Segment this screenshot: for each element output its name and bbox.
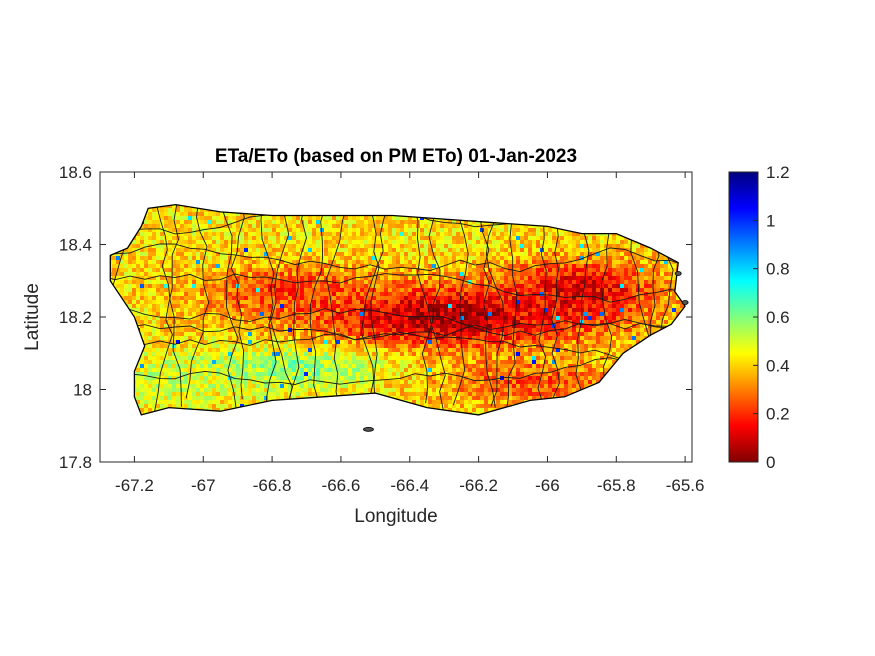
x-tick-label: -66 xyxy=(535,476,560,495)
island-coastline xyxy=(109,203,686,416)
chart-title: ETa/ETo (based on PM ETo) 01-Jan-2023 xyxy=(215,146,577,167)
colorbar-tick-label: 1 xyxy=(766,211,775,230)
colorbar-tick-label: 0 xyxy=(766,453,775,472)
x-tick-label: -66.4 xyxy=(390,476,429,495)
x-tick-label: -65.8 xyxy=(597,476,636,495)
y-axis-label: Latitude xyxy=(22,283,43,351)
x-tick-label: -66.6 xyxy=(322,476,361,495)
x-axis-label: Longitude xyxy=(354,506,437,527)
y-tick-label: 18.2 xyxy=(59,308,92,327)
x-tick-label: -67 xyxy=(191,476,216,495)
x-tick-label: -66.8 xyxy=(253,476,292,495)
x-axis-ticks: -67.2 -67 -66.8 -66.6 -66.4 -66.2 -66 -65.8 -65.… xyxy=(115,172,704,495)
offshore-islets xyxy=(363,271,689,432)
y-tick-label: 18.6 xyxy=(59,163,92,182)
colorbar-ticks: 0 0.2 0.4 0.6 0.8 1 1.2 xyxy=(753,163,790,472)
colorbar-tick-label: 0.6 xyxy=(766,308,790,327)
x-tick-label: -65.6 xyxy=(666,476,705,495)
colorbar-tick-label: 1.2 xyxy=(766,163,790,182)
y-axis-ticks: 17.8 18 18.2 18.4 18.6 xyxy=(59,163,692,472)
y-tick-label: 18 xyxy=(73,381,92,400)
colorbar-tick-label: 0.8 xyxy=(766,260,790,279)
x-tick-label: -67.2 xyxy=(115,476,154,495)
y-tick-label: 17.8 xyxy=(59,453,92,472)
colorbar-tick-label: 0.2 xyxy=(766,405,790,424)
y-tick-label: 18.4 xyxy=(59,236,92,255)
colorbar-tick-label: 0.4 xyxy=(766,356,790,375)
x-tick-label: -66.2 xyxy=(459,476,498,495)
